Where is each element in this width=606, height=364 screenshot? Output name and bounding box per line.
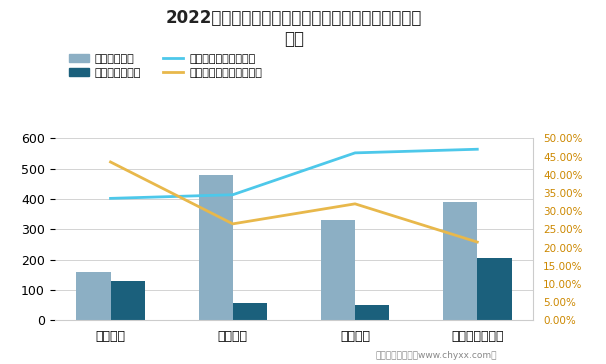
- Bar: [76, 272, 110, 320]
- Bar: [110, 281, 145, 320]
- Bar: [199, 175, 233, 320]
- Bar: [478, 258, 511, 320]
- Title: 2022年周大福、六福集团在中国内地新增店铺数量及
增速: 2022年周大福、六福集团在中国内地新增店铺数量及 增速: [165, 9, 422, 48]
- Text: 制图：智研咨询（www.chyxx.com）: 制图：智研咨询（www.chyxx.com）: [376, 351, 497, 360]
- Bar: [443, 202, 478, 320]
- Bar: [233, 303, 267, 320]
- Bar: [355, 305, 389, 320]
- Bar: [321, 220, 355, 320]
- Legend: 周大福（家）, 六福集团（家）, 周大福零售值同比增长, 六福集团零售值同比增长: 周大福（家）, 六福集团（家）, 周大福零售值同比增长, 六福集团零售值同比增长: [65, 49, 267, 83]
